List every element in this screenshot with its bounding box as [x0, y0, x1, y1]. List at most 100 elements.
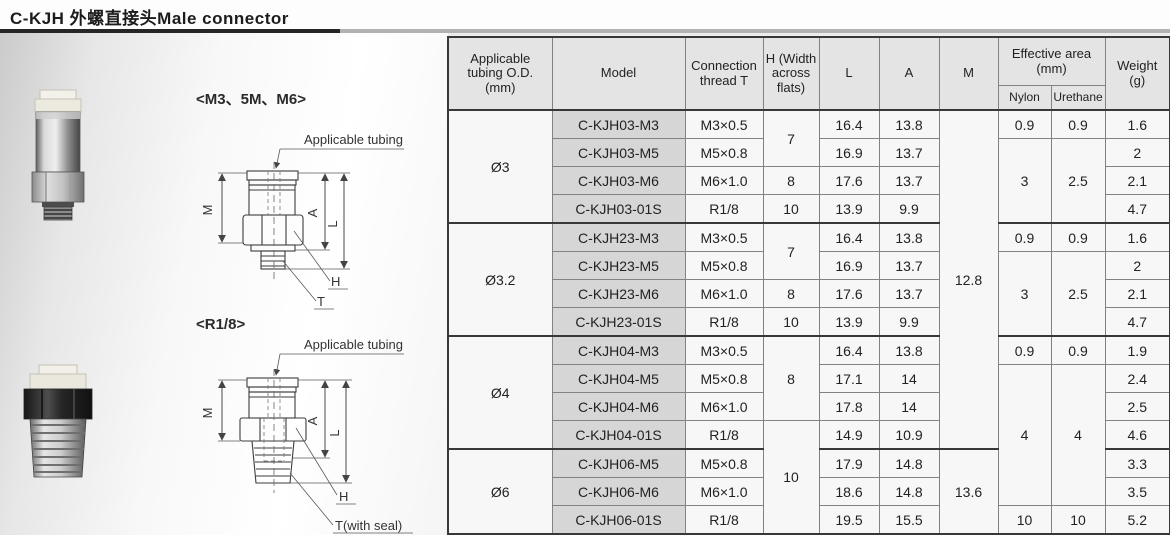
table-row: C-KJH04-M5 M5×0.8 17.1 14 4 4 2.4 — [448, 364, 1170, 506]
spec-cell: 0.9 — [997, 109, 1052, 139]
spec-cell: R1/8 — [684, 505, 764, 535]
spec-cell: 5.2 — [1104, 505, 1170, 535]
spec-cell: 12.8 — [938, 109, 999, 450]
fitting-outline — [239, 369, 307, 493]
model-cell: C-KJH03-01S — [551, 194, 686, 224]
spec-cell: 4.6 — [1104, 420, 1170, 450]
model-cell: C-KJH23-M3 — [551, 222, 686, 252]
dim-label-t: T — [317, 294, 325, 309]
tubing-od-cell: Ø3 — [447, 109, 553, 224]
spec-cell: 13.7 — [878, 166, 940, 195]
spec-cell: 14 — [878, 364, 940, 393]
spec-cell: 13.8 — [878, 109, 940, 139]
table-row: Ø3.2 C-KJH23-M3 M3×0.5 7 16.4 13.8 0.9 0.9 1.6 — [447, 222, 1170, 337]
spec-cell: 1.6 — [1104, 109, 1170, 139]
spec-cell: 2.1 — [1104, 166, 1170, 195]
table-row: C-KJH06-01S R1/8 19.5 15.5 10 10 5.2 — [448, 505, 1170, 535]
product-photo-metric — [31, 89, 85, 221]
spec-cell: M5×0.8 — [684, 138, 764, 167]
spec-cell: 1.6 — [1104, 222, 1170, 252]
spec-cell: R1/8 — [684, 194, 764, 224]
spec-cell: 17.1 — [818, 364, 880, 393]
spec-cell: 13.7 — [878, 251, 940, 280]
spec-cell: 16.4 — [818, 335, 880, 365]
tubing-od-cell: Ø6 — [447, 448, 553, 535]
spec-cell: 10 — [997, 505, 1052, 535]
spec-cell: 8 — [762, 335, 820, 421]
table-row: C-KJH23-M6 M6×1.0 8 17.6 13.7 2.1 — [448, 279, 1170, 308]
dimension-diagram-r18: Applicable tubing — [200, 337, 413, 534]
spec-cell: 4 — [997, 364, 1052, 506]
spec-cell: M3×0.5 — [684, 109, 764, 139]
spec-cell: M3×0.5 — [684, 335, 764, 365]
model-cell: C-KJH03-M3 — [551, 109, 686, 139]
model-cell: C-KJH03-M5 — [551, 138, 686, 167]
column-header-urethane: Urethane — [1050, 85, 1106, 111]
spec-cell: 1.9 — [1104, 335, 1170, 365]
spec-cell: 17.9 — [818, 448, 880, 478]
spec-cell: 16.9 — [818, 251, 880, 280]
column-header-effective-area: Effective area (mm) — [997, 36, 1106, 86]
spec-cell: 8 — [762, 279, 820, 308]
model-cell: C-KJH23-01S — [551, 307, 686, 337]
spec-cell: 18.6 — [818, 477, 880, 506]
column-header-thread: Connection thread T — [684, 36, 764, 111]
spec-cell: 3.5 — [1104, 477, 1170, 506]
spec-cell: 19.5 — [818, 505, 880, 535]
dim-label-h: H — [339, 489, 348, 504]
table-row: Ø4 C-KJH04-M3 M3×0.5 8 16.4 13.8 0.9 0.9 1.9 — [447, 335, 1170, 450]
product-photo-r18 — [23, 364, 93, 478]
spec-cell: R1/8 — [684, 307, 764, 337]
spec-cell: 0.9 — [1050, 222, 1106, 252]
column-header-weight: Weight (g) — [1104, 36, 1170, 111]
table-row: C-KJH06-M6 M6×1.0 18.6 14.8 3.5 — [448, 477, 1170, 506]
spec-cell: M6×1.0 — [684, 279, 764, 308]
spec-cell: 17.8 — [818, 392, 880, 421]
model-cell: C-KJH04-M5 — [551, 364, 686, 393]
table-row: C-KJH03-M6 M6×1.0 8 17.6 13.7 2.1 — [448, 166, 1170, 195]
title-strip: C-KJH 外螺直接头Male connector — [0, 0, 1170, 29]
tubing-label: Applicable tubing — [304, 132, 403, 147]
spec-cell: 13.8 — [878, 222, 940, 252]
dim-label-a: A — [305, 208, 320, 217]
model-cell: C-KJH23-M5 — [551, 251, 686, 280]
spec-cell: 4.7 — [1104, 194, 1170, 224]
table-row: C-KJH04-M6 M6×1.0 17.8 14 2.5 — [448, 392, 1170, 421]
spec-cell: 2 — [1104, 138, 1170, 167]
spec-cell: 3 — [997, 251, 1052, 337]
column-header-nylon: Nylon — [997, 85, 1052, 111]
table-row: Ø3 C-KJH03-M3 M3×0.5 7 16.4 13.8 12.8 0.9 0.9 1.6 — [447, 109, 1170, 450]
model-cell: C-KJH06-M5 — [551, 448, 686, 478]
spec-table: Applicable tubing O.D. (mm) Model Connec… — [447, 36, 1170, 535]
spec-cell: 10 — [762, 307, 820, 337]
table-row: Ø6 C-KJH06-M5 M5×0.8 17.9 14.8 13.6 3.3 — [447, 448, 1170, 535]
spec-cell: 17.6 — [818, 279, 880, 308]
tubing-label: Applicable tubing — [304, 337, 403, 352]
tubing-od-cell: Ø3.2 — [447, 222, 553, 337]
spec-cell: 10 — [762, 420, 820, 535]
spec-cell: 14.9 — [818, 420, 880, 450]
column-header-m: M — [938, 36, 999, 111]
spec-table-header: Applicable tubing O.D. (mm) Model Connec… — [447, 36, 1170, 111]
spec-cell: 0.9 — [997, 335, 1052, 365]
model-cell: C-KJH04-M6 — [551, 392, 686, 421]
spec-cell: 13.7 — [878, 279, 940, 308]
spec-cell: 7 — [762, 222, 820, 280]
spec-cell: 0.9 — [1050, 335, 1106, 365]
dim-label-m: M — [200, 408, 215, 419]
spec-cell: 0.9 — [997, 222, 1052, 252]
spec-table-body: Ø3 C-KJH03-M3 M3×0.5 7 16.4 13.8 12.8 0.9 0.9 1.6… — [447, 109, 1170, 535]
table-row: C-KJH23-M5 M5×0.8 16.9 13.7 3 2.5 2 — [448, 251, 1170, 337]
spec-cell: 15.5 — [878, 505, 940, 535]
variant-label-metric: <M3、5M、M6> — [196, 91, 307, 108]
spec-cell: 13.9 — [818, 307, 880, 337]
model-cell: C-KJH23-M6 — [551, 279, 686, 308]
spec-cell: M5×0.8 — [684, 448, 764, 478]
spec-cell: M5×0.8 — [684, 364, 764, 393]
spec-cell: 10 — [762, 194, 820, 224]
column-header-model: Model — [551, 36, 686, 111]
column-header-od: Applicable tubing O.D. (mm) — [447, 36, 553, 111]
column-header-l: L — [818, 36, 880, 111]
column-header-h: H (Width across flats) — [762, 36, 820, 111]
